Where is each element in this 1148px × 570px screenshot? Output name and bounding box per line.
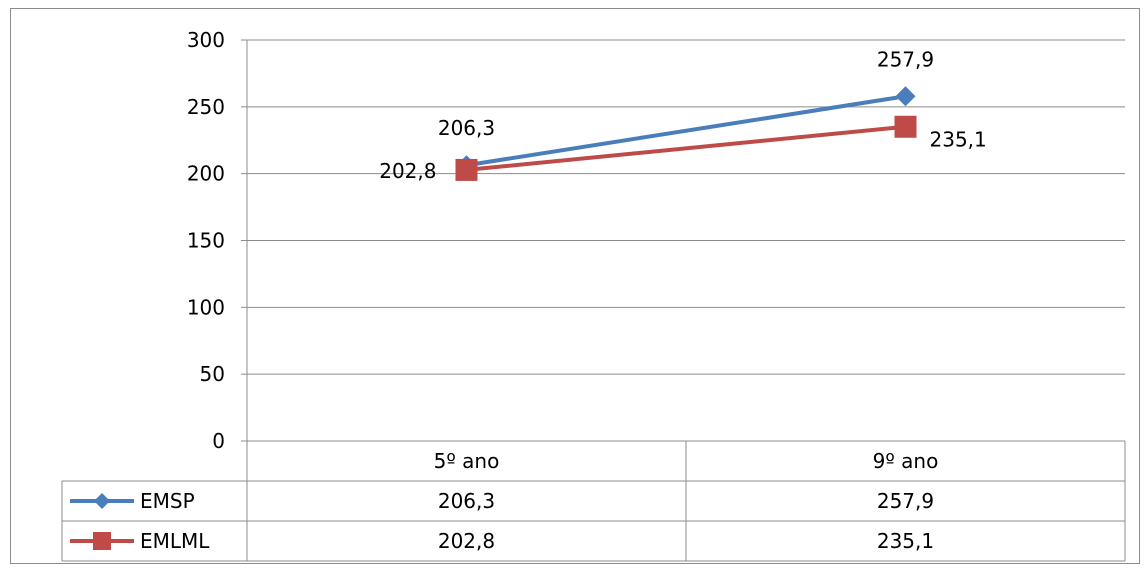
table-value-cell: 202,8 bbox=[438, 529, 495, 553]
y-tick-label: 150 bbox=[187, 229, 225, 253]
y-tick-label: 250 bbox=[187, 95, 225, 119]
y-tick-label: 100 bbox=[187, 295, 225, 319]
data-label: 235,1 bbox=[930, 128, 987, 152]
plot-series bbox=[455, 86, 917, 181]
table-value-cell: 235,1 bbox=[877, 529, 934, 553]
y-axis: 0 50 100 150 200 250 300 bbox=[187, 28, 248, 453]
data-label: 257,9 bbox=[877, 47, 934, 71]
series-line-emlml bbox=[466, 124, 906, 172]
gridlines bbox=[247, 39, 1125, 442]
data-labels: 206,3 257,9 202,8 235,1 bbox=[379, 47, 987, 183]
data-table: 5º ano 9º ano EMSP 206,3 257,9 EMLML 202,8 235,… bbox=[61, 440, 1126, 562]
x-category-label: 5º ano bbox=[434, 449, 500, 473]
legend-key-square-marker bbox=[93, 532, 111, 550]
x-category-label: 9º ano bbox=[873, 449, 939, 473]
data-point-square bbox=[455, 158, 478, 181]
chart-border bbox=[10, 8, 1140, 564]
y-tick-label: 0 bbox=[212, 429, 225, 453]
legend-key-diamond-marker bbox=[94, 493, 110, 509]
y-tick-label: 50 bbox=[200, 362, 225, 386]
data-label: 206,3 bbox=[438, 116, 495, 140]
data-point-square bbox=[894, 115, 917, 138]
y-tick-label: 200 bbox=[187, 162, 225, 186]
data-label: 202,8 bbox=[379, 159, 436, 183]
legend-series-name: EMLML bbox=[140, 529, 210, 553]
table-value-cell: 206,3 bbox=[438, 489, 495, 513]
y-tick-label: 300 bbox=[187, 28, 225, 52]
legend-series-name: EMSP bbox=[140, 489, 195, 513]
series-line-emsp bbox=[466, 94, 906, 168]
data-point-diamond bbox=[895, 86, 916, 107]
table-value-cell: 257,9 bbox=[877, 489, 934, 513]
